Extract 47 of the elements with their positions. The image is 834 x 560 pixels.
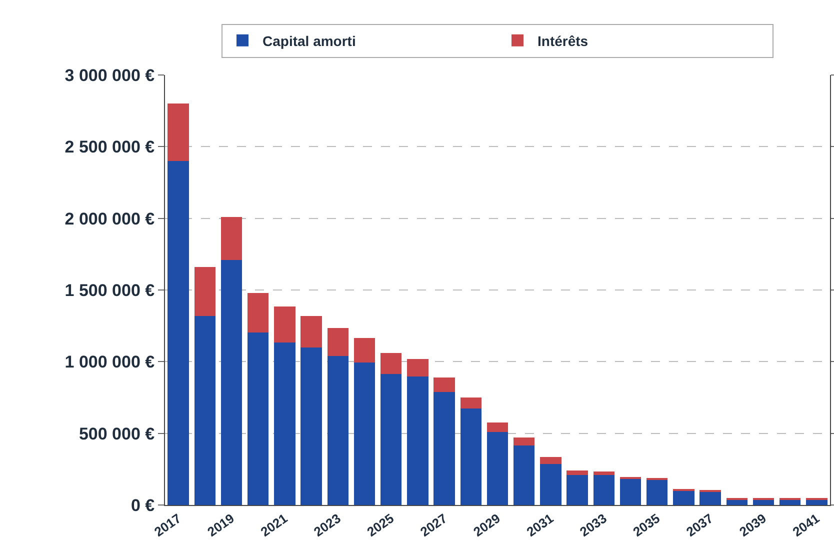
bar — [354, 362, 376, 505]
y-tick-label: 3 000 000 € — [64, 66, 156, 85]
legend-label: Capital amorti — [262, 32, 356, 49]
bar — [566, 470, 588, 475]
bar — [300, 316, 322, 348]
y-tick-label: 2 000 000 € — [64, 209, 156, 228]
bar — [274, 342, 296, 505]
bar — [247, 332, 269, 505]
y-tick-label: 2 500 000 € — [64, 138, 156, 157]
y-tick-label: 1 000 000 € — [64, 352, 156, 372]
bar — [380, 353, 402, 374]
bar — [460, 398, 482, 408]
bar — [513, 446, 535, 505]
bar — [220, 216, 242, 260]
legend-label: Intérêts — [538, 32, 588, 49]
y-tick-label: 1 500 000 € — [64, 280, 156, 300]
bar — [300, 347, 322, 505]
bar — [274, 306, 296, 342]
y-tick-label: 0 € — [130, 496, 156, 515]
bar — [673, 490, 694, 505]
bar — [566, 474, 588, 505]
bar — [486, 422, 508, 432]
bar — [327, 328, 349, 356]
bar — [168, 161, 189, 505]
bar — [646, 480, 668, 505]
bar — [620, 479, 642, 505]
bar — [194, 267, 216, 316]
bar — [700, 491, 721, 505]
y-tick-label: 500 000 € — [78, 424, 156, 444]
bar — [354, 338, 376, 362]
bar — [434, 377, 455, 392]
bar — [407, 358, 428, 377]
bar — [407, 376, 428, 505]
bar — [486, 432, 508, 505]
bar — [380, 374, 402, 505]
bar — [460, 408, 482, 505]
bar — [247, 292, 269, 332]
bar — [593, 471, 615, 475]
bar — [194, 316, 216, 505]
bar — [593, 474, 615, 505]
bar — [540, 456, 562, 464]
bar — [434, 392, 455, 505]
bar — [168, 104, 189, 161]
bar — [327, 356, 349, 505]
bar — [540, 464, 562, 505]
bar — [220, 260, 242, 505]
bar — [513, 438, 535, 446]
